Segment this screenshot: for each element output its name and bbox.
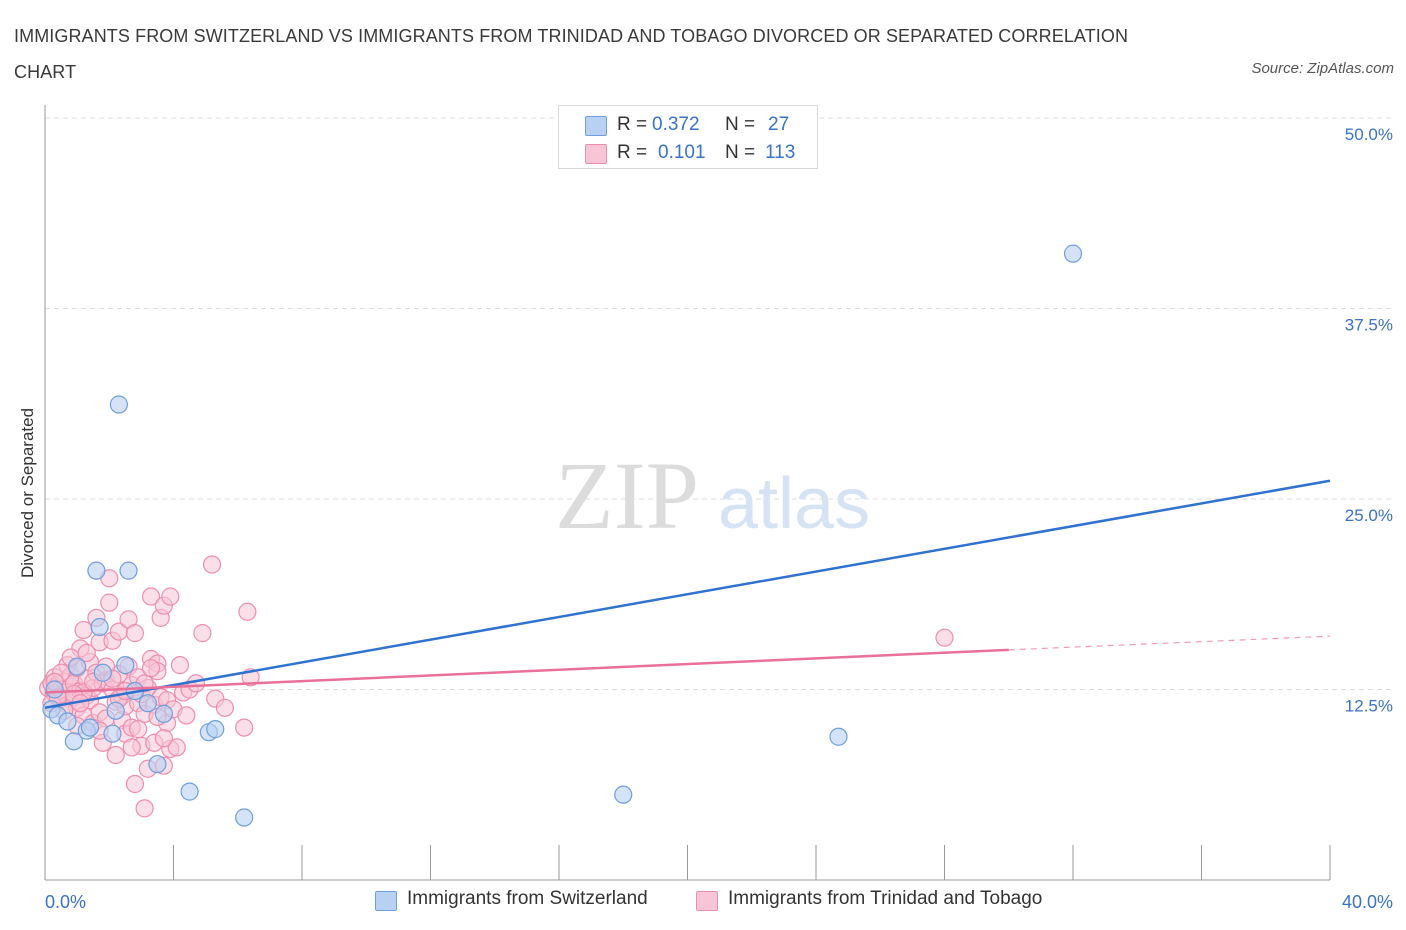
stats-legend: R = 0.372 N = 27 R = 0.101 N = 113 [558,105,818,169]
axes [44,105,1331,881]
pink-point [193,624,212,643]
pink-point [125,624,145,643]
legend-n-value: 27 [768,114,790,135]
blue-point [235,808,254,827]
pink-point [235,718,254,737]
y-tick-label: 50.0% [1345,125,1393,144]
pink-point [161,587,180,606]
blue-point [106,701,125,720]
blue-point [119,561,138,580]
y-axis-label: Divorced or Separated [18,408,37,578]
pink-point [935,628,954,647]
pink-point [154,729,173,748]
pink-point [238,602,257,621]
y-tick-label: 12.5% [1345,697,1393,716]
pink-point [77,643,96,663]
legend-swatch-pink [585,144,607,164]
source-label: Source: ZipAtlas.com [1251,60,1394,77]
blue-point [154,704,173,723]
pink-point [135,799,154,818]
x-tick-label: 0.0% [45,892,86,912]
blue-point [116,656,135,675]
blue-point [58,712,77,731]
chart-title: IMMIGRANTS FROM SWITZERLAND VS IMMIGRANT… [14,26,1129,82]
pink-point [177,706,196,725]
blue-point [829,727,848,746]
pink-point [74,620,93,640]
pink-point [141,659,161,678]
blue-trend-line [44,479,1331,710]
pink-point [129,720,148,739]
legend-r-value: 0.372 [652,114,700,135]
pink-point [141,587,161,606]
pink-point [106,745,125,765]
trend-lines [44,479,1331,710]
legend-swatch-blue [585,116,607,136]
blue-point [1063,244,1083,263]
blue-point [90,617,109,637]
blue-point [206,720,225,739]
y-tick-labels: 12.5% 25.0% 37.5% 50.0% [1345,125,1393,716]
watermark-zip: ZIP [555,442,699,549]
bottom-legend-swatch-blue [375,891,397,911]
pink-point [167,738,186,757]
y-tick-label: 25.0% [1345,506,1393,525]
blue-point [87,561,106,580]
legend-r-label: R = [617,114,648,135]
pink-trend-extension [1008,635,1331,651]
bottom-legend-label: Immigrants from Switzerland [407,888,648,909]
legend-r-value: 0.101 [658,142,706,163]
pink-point [100,593,119,612]
legend-n-label: N = [725,114,756,135]
bottom-legend-label: Immigrants from Trinidad and Tobago [728,888,1043,909]
watermark: ZIP atlas [555,442,870,549]
pink-point [125,774,145,794]
blue-point [614,785,633,804]
blue-point [64,732,84,751]
pink-trend-line [44,648,1009,694]
legend-r-label: R = [617,142,648,163]
pink-point [202,555,222,574]
pink-point [215,698,234,717]
bottom-legend-swatch-pink [696,891,718,911]
x-tick-labels: 0.0% 40.0% [45,892,1393,912]
blue-point [138,694,157,713]
legend-n-value: 113 [765,142,796,163]
blue-point [45,680,64,699]
blue-point [93,663,112,682]
blue-points [42,244,1083,827]
blue-point [103,724,122,743]
x-tick-label: 40.0% [1342,892,1393,912]
blue-point [68,657,87,676]
legend-n-label: N = [725,142,756,163]
blue-point [80,718,100,737]
blue-point [148,755,167,774]
blue-point [180,782,199,801]
pink-point [170,656,190,675]
y-tick-label: 37.5% [1345,316,1393,335]
watermark-atlas: atlas [718,464,870,544]
pink-point [122,738,141,757]
blue-point [109,395,128,414]
